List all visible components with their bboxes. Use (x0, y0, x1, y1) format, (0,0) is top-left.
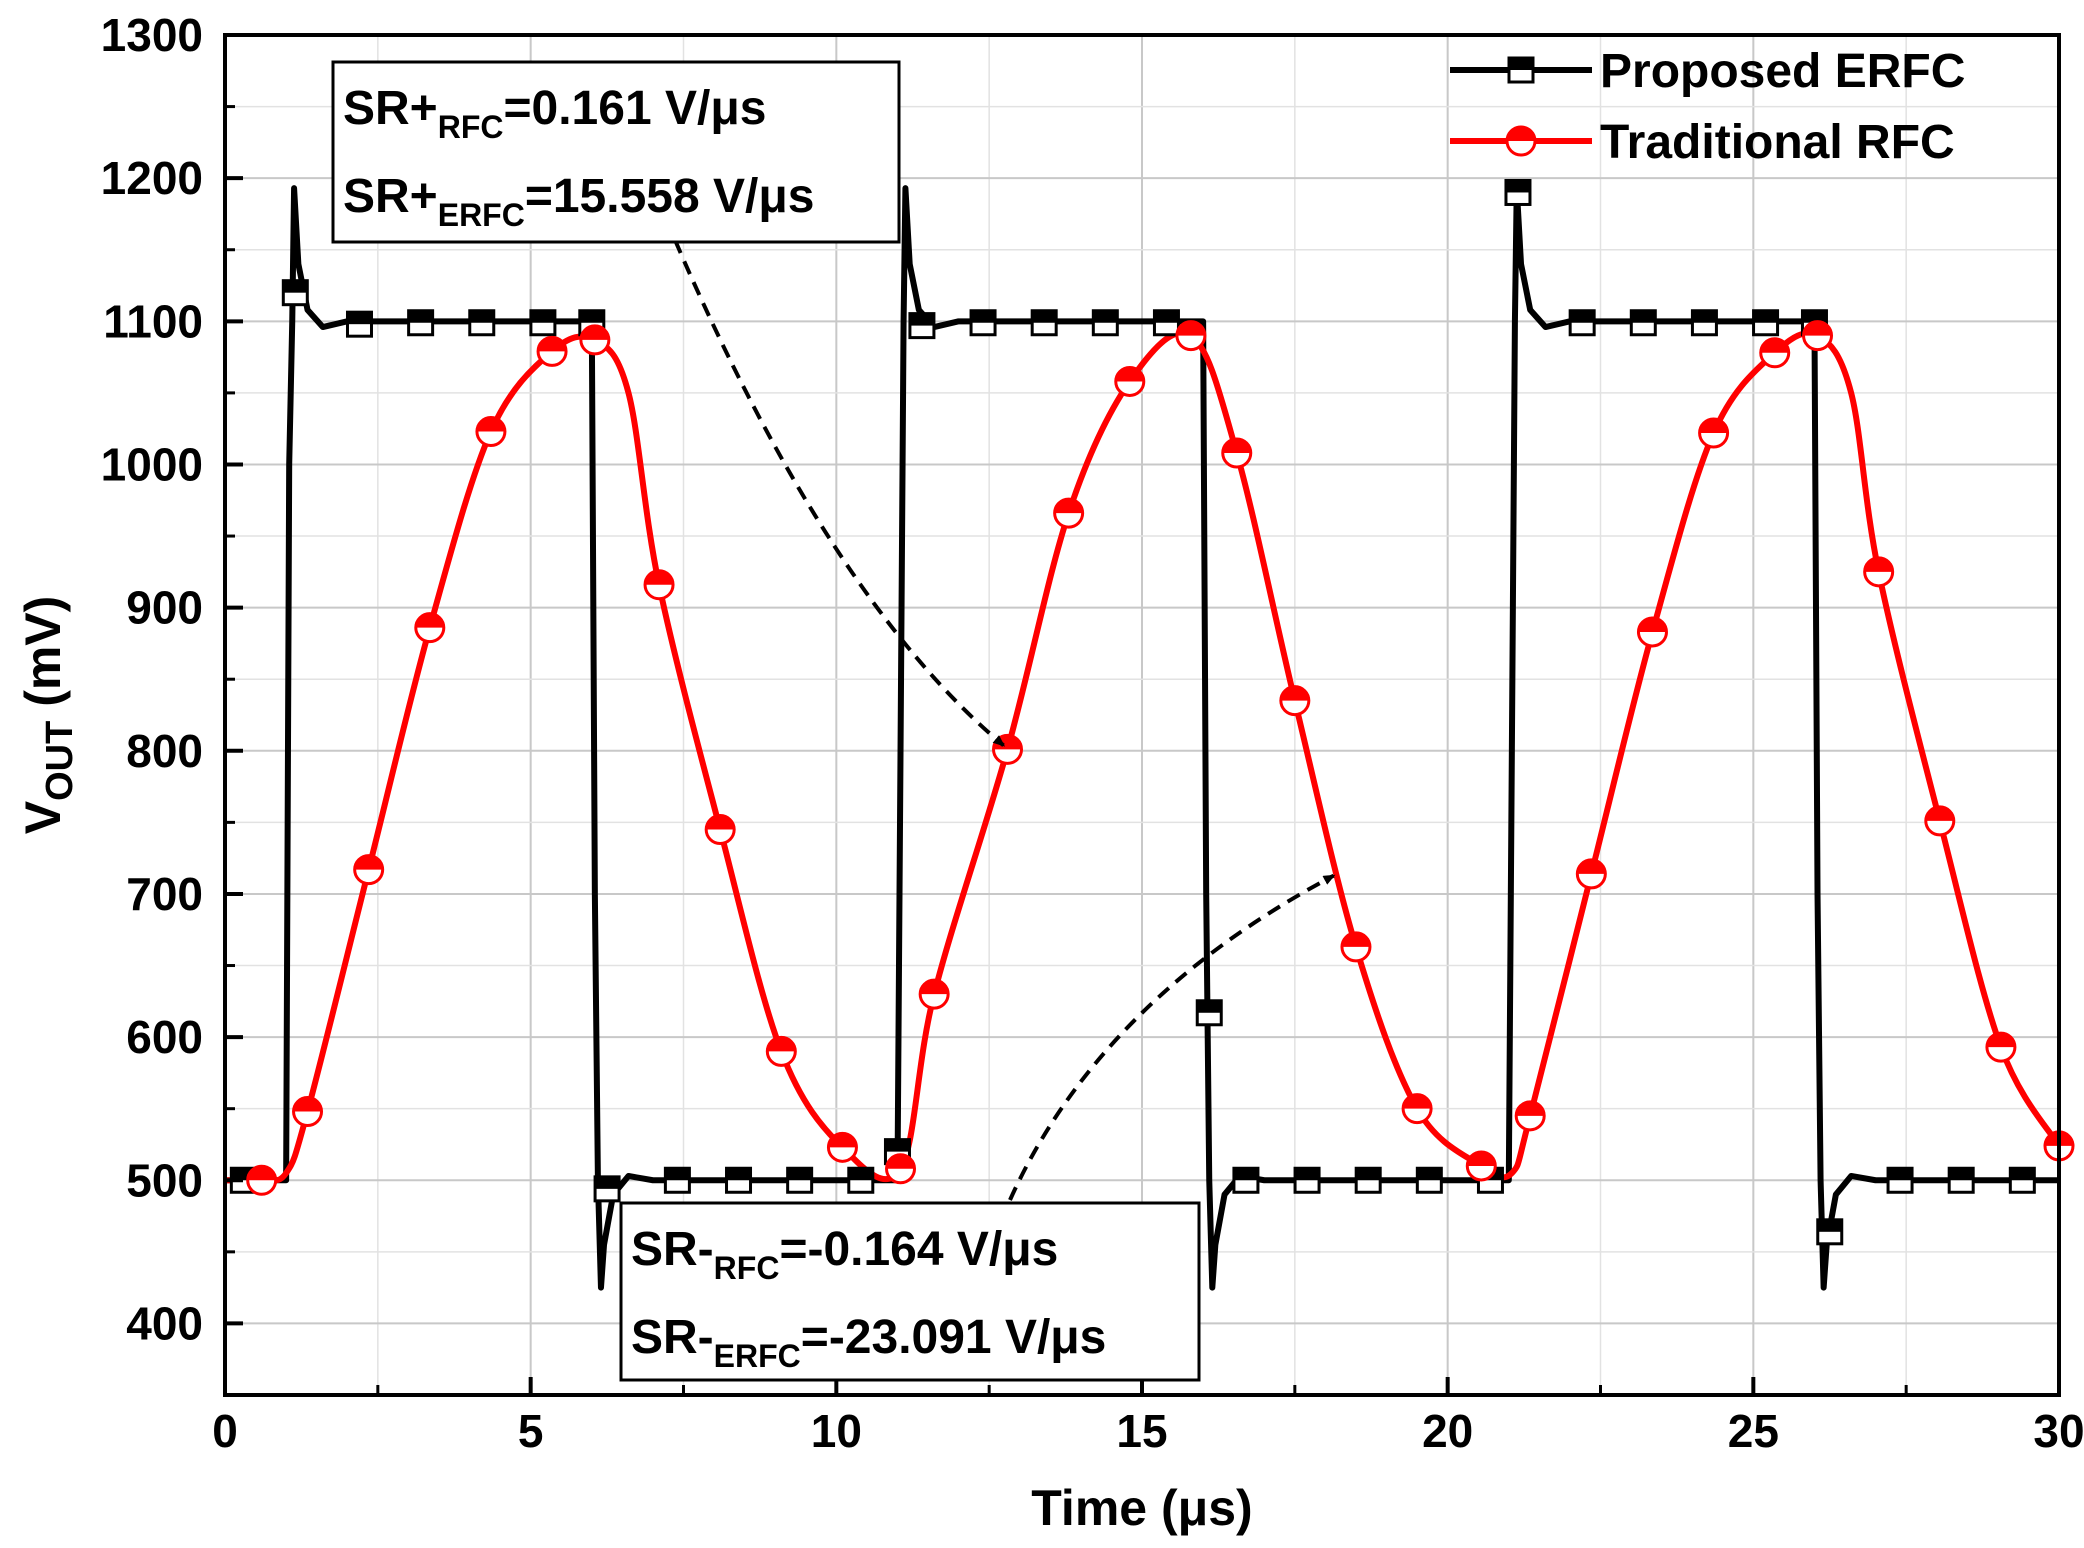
y-tick-label: 800 (126, 725, 203, 777)
data-point-proposed-erfc (908, 312, 936, 340)
y-tick-label: 500 (126, 1154, 203, 1206)
data-point-traditional-rfc (1759, 337, 1791, 369)
data-point-proposed-erfc (2008, 1166, 2036, 1194)
data-point-proposed-erfc (529, 309, 557, 337)
legend-entry-proposed-erfc: Proposed ERFC (1450, 45, 1965, 98)
data-point-proposed-erfc (1886, 1166, 1914, 1194)
data-point-traditional-rfc (353, 854, 385, 886)
data-point-proposed-erfc (1030, 309, 1058, 337)
annotation-text: SR+ERFC=15.558 V/μs (343, 170, 814, 233)
annotation-box (331, 60, 901, 244)
data-point-traditional-rfc (1279, 685, 1311, 717)
data-point-traditional-rfc (1114, 365, 1146, 397)
data-point-traditional-rfc (1465, 1150, 1497, 1182)
data-point-proposed-erfc (1568, 309, 1596, 337)
data-point-proposed-erfc (1629, 309, 1657, 337)
annotation-box (619, 1201, 1201, 1382)
data-point-traditional-rfc (1221, 437, 1253, 469)
y-tick-label: 400 (126, 1297, 203, 1349)
data-point-proposed-erfc (1752, 309, 1780, 337)
annotation-arrow (673, 239, 1006, 747)
annotation-text: SR-ERFC=-23.091 V/μs (631, 1311, 1106, 1374)
x-tick-label: 20 (1422, 1405, 1473, 1457)
data-point-traditional-rfc (643, 569, 675, 601)
data-point-proposed-erfc (1504, 178, 1532, 206)
x-tick-label: 30 (2033, 1405, 2084, 1457)
legend-label: Traditional RFC (1600, 116, 1955, 169)
data-point-proposed-erfc (593, 1175, 621, 1203)
annotation-text: SR+RFC=0.161 V/μs (343, 82, 766, 145)
data-point-proposed-erfc (1816, 1218, 1844, 1246)
data-point-proposed-erfc (663, 1166, 691, 1194)
y-tick-label: 600 (126, 1011, 203, 1063)
data-point-traditional-rfc (1698, 417, 1730, 449)
data-point-traditional-rfc (1863, 556, 1895, 588)
data-point-proposed-erfc (468, 309, 496, 337)
data-point-traditional-rfc (1340, 931, 1372, 963)
data-point-traditional-rfc (1985, 1031, 2017, 1063)
annotation-arrow (1008, 873, 1336, 1201)
data-point-traditional-rfc (414, 612, 446, 644)
y-tick-label: 1000 (101, 438, 203, 490)
x-axis-title: Time (μs) (1031, 1480, 1252, 1536)
data-point-traditional-rfc (292, 1096, 324, 1128)
data-point-proposed-erfc (1195, 999, 1223, 1027)
x-tick-label: 5 (518, 1405, 544, 1457)
data-point-proposed-erfc (345, 310, 373, 338)
x-tick-label: 25 (1728, 1405, 1779, 1457)
data-point-proposed-erfc (1232, 1166, 1260, 1194)
data-point-proposed-erfc (407, 309, 435, 337)
data-point-traditional-rfc (1053, 497, 1085, 529)
data-point-proposed-erfc (1947, 1166, 1975, 1194)
annotation-slew-rate-fall: SR-RFC=-0.164 V/μs SR-ERFC=-23.091 V/μs (619, 873, 1336, 1382)
annotation-text: SR-RFC=-0.164 V/μs (631, 1223, 1058, 1286)
data-point-traditional-rfc (765, 1035, 797, 1067)
annotation-slew-rate-rise: SR+RFC=0.161 V/μs SR+ERFC=15.558 V/μs (331, 60, 1006, 747)
data-point-traditional-rfc (918, 978, 950, 1010)
legend-label: Proposed ERFC (1600, 45, 1965, 98)
data-point-traditional-rfc (536, 335, 568, 367)
data-point-traditional-rfc (1401, 1093, 1433, 1125)
data-point-traditional-rfc (826, 1131, 858, 1163)
data-point-proposed-erfc (786, 1166, 814, 1194)
x-tick-label: 10 (811, 1405, 862, 1457)
data-point-traditional-rfc (1175, 320, 1207, 352)
data-point-proposed-erfc (281, 279, 309, 307)
y-tick-label: 900 (126, 582, 203, 634)
y-tick-label: 700 (126, 868, 203, 920)
data-point-traditional-rfc (1575, 858, 1607, 890)
data-point-proposed-erfc (1690, 309, 1718, 337)
data-point-proposed-erfc (725, 1166, 753, 1194)
data-point-proposed-erfc (1293, 1166, 1321, 1194)
y-axis-title: VOUT (mV) (15, 596, 81, 835)
data-point-traditional-rfc (1636, 616, 1668, 648)
legend-entry-traditional-rfc: Traditional RFC (1450, 116, 1955, 169)
data-point-proposed-erfc (847, 1166, 875, 1194)
y-tick-label: 1300 (101, 9, 203, 61)
data-point-traditional-rfc (1924, 805, 1956, 837)
data-point-traditional-rfc (1802, 320, 1834, 352)
data-point-proposed-erfc (1152, 309, 1180, 337)
data-point-proposed-erfc (969, 309, 997, 337)
data-point-proposed-erfc (1415, 1166, 1443, 1194)
data-point-traditional-rfc (1514, 1100, 1546, 1132)
legend-marker (1507, 56, 1535, 84)
legend: Proposed ERFC Traditional RFC (1450, 45, 1965, 169)
data-point-traditional-rfc (246, 1164, 278, 1196)
x-tick-label: 0 (212, 1405, 238, 1457)
data-point-traditional-rfc (579, 324, 611, 356)
y-tick-label: 1100 (103, 295, 203, 347)
y-tick-label: 1200 (101, 152, 203, 204)
x-tick-label: 15 (1116, 1405, 1167, 1457)
legend-marker (1505, 125, 1537, 157)
data-point-traditional-rfc (704, 814, 736, 846)
data-point-proposed-erfc (1354, 1166, 1382, 1194)
data-point-traditional-rfc (885, 1153, 917, 1185)
data-point-proposed-erfc (1091, 309, 1119, 337)
data-point-traditional-rfc (475, 416, 507, 448)
